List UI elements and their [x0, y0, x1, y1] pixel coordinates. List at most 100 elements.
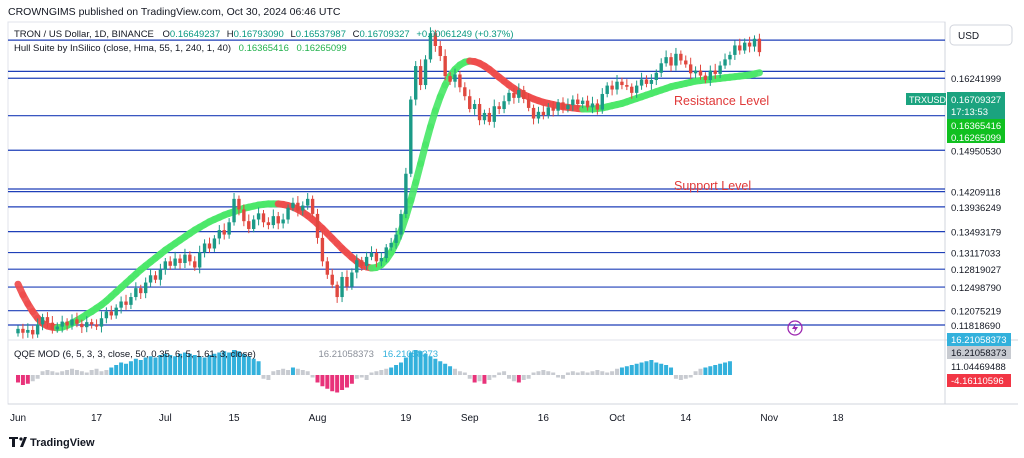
change-value: +0.00061249 (+0.37%): [416, 29, 513, 40]
qqe-bar: [374, 371, 379, 375]
qqe-bar: [659, 363, 664, 375]
qqe-bar: [727, 361, 732, 375]
time-axis-label: 18: [832, 413, 844, 424]
qqe-bar: [703, 367, 708, 375]
candle-body: [80, 323, 84, 328]
qqe-bar: [502, 371, 507, 375]
qqe-bar: [575, 372, 580, 375]
candle-body: [335, 284, 339, 298]
hull-indicator-name[interactable]: Hull Suite by InSilico (close, Hma, 55, …: [14, 43, 231, 54]
symbol-name[interactable]: TRON / US Dollar, 1D, BINANCE: [14, 29, 154, 40]
candle-body: [286, 207, 290, 220]
legend-row-main: TRON / US Dollar, 1D, BINANCE O0.1664923…: [14, 29, 514, 40]
candle-body: [688, 64, 693, 74]
qqe-bar: [492, 375, 497, 378]
candle-body: [639, 79, 644, 86]
high-value: 0.16793090: [234, 29, 284, 40]
candle-body: [399, 213, 403, 235]
candle-body: [305, 198, 310, 206]
qqe-bar: [138, 360, 143, 375]
candle-body: [16, 328, 20, 334]
candle-body: [60, 321, 64, 327]
qqe-bar: [187, 353, 192, 375]
qqe-bar: [536, 371, 541, 375]
candle-body: [634, 85, 639, 93]
qqe-bar: [89, 370, 94, 375]
qqe-bar: [344, 375, 349, 388]
candle-body: [31, 329, 35, 335]
currency-button[interactable]: [949, 24, 1013, 46]
qqe-bar: [40, 371, 45, 375]
candle-body: [207, 243, 212, 249]
time-axis-label: 16: [538, 413, 550, 424]
candle-body: [580, 100, 585, 105]
candle-body: [630, 86, 634, 93]
qqe-bar: [398, 362, 403, 375]
candle-body: [330, 274, 334, 285]
qqe-value-1: 16.21058373: [318, 349, 373, 360]
qqe-bar: [133, 358, 138, 375]
candle-body: [664, 57, 668, 64]
qqe-bar: [25, 375, 30, 384]
qqe-bar: [452, 368, 457, 375]
close-label: C: [353, 29, 360, 40]
price-axis-label: 0.11818690: [951, 321, 1001, 332]
qqe-bar: [276, 370, 281, 375]
candle-body: [183, 254, 187, 264]
candle-body: [202, 243, 207, 253]
ticker-badge: [906, 93, 946, 105]
candle-body: [242, 209, 246, 222]
candle-body: [576, 99, 580, 105]
candle-body: [45, 317, 50, 323]
qqe-bar: [551, 372, 556, 375]
high-label: H: [227, 29, 234, 40]
qqe-bar: [290, 367, 295, 375]
qqe-indicator-name[interactable]: QQE MOD (6, 5, 3, 3, close, 50, 0.35, 6,…: [14, 349, 256, 360]
qqe-bar: [565, 372, 570, 375]
qqe-bar: [168, 355, 173, 375]
time-axis-label: Sep: [461, 413, 479, 424]
candle-body: [85, 322, 89, 328]
candle-body: [40, 317, 45, 325]
candle-body: [129, 297, 133, 305]
event-lightning-icon[interactable]: [787, 320, 803, 336]
tradingview-brand[interactable]: TradingView: [30, 437, 95, 449]
candle-body: [114, 307, 118, 316]
qqe-bar: [315, 375, 320, 383]
candle-body: [463, 87, 467, 97]
candle-body: [571, 99, 575, 106]
hull-value-2: 0.16265099: [297, 43, 347, 54]
candle-body: [75, 319, 79, 324]
candle-body: [561, 102, 565, 110]
qqe-bar: [295, 368, 300, 375]
tradingview-logo-icon: [9, 437, 18, 447]
candle-body: [522, 90, 526, 99]
qqe-bar: [305, 371, 310, 375]
candle-body: [684, 60, 688, 65]
qqe-bar: [197, 356, 202, 375]
candle-body: [35, 324, 40, 335]
price-axis-label: 0.12819027: [951, 265, 1001, 276]
qqe-bar: [433, 358, 438, 375]
qqe-bar: [644, 361, 649, 375]
candle-body: [605, 85, 609, 94]
candle-body: [350, 272, 354, 287]
qqe-value-2: 16.21058373: [383, 349, 438, 360]
candles: [16, 27, 762, 339]
candle-body: [55, 326, 59, 330]
candle-body: [389, 242, 393, 248]
hull-badge-1: [947, 119, 1005, 131]
candle-body: [310, 198, 315, 214]
candle-body: [669, 57, 673, 66]
qqe-bar: [556, 375, 561, 378]
candle-body: [222, 230, 226, 235]
candle-body: [26, 329, 30, 333]
qqe-bar: [708, 366, 713, 375]
qqe-bar: [335, 375, 340, 393]
candle-body: [232, 198, 236, 223]
qqe-bar: [300, 370, 305, 375]
candle-body: [340, 276, 344, 298]
qqe-bar: [526, 375, 531, 379]
qqe-bar: [590, 371, 595, 375]
